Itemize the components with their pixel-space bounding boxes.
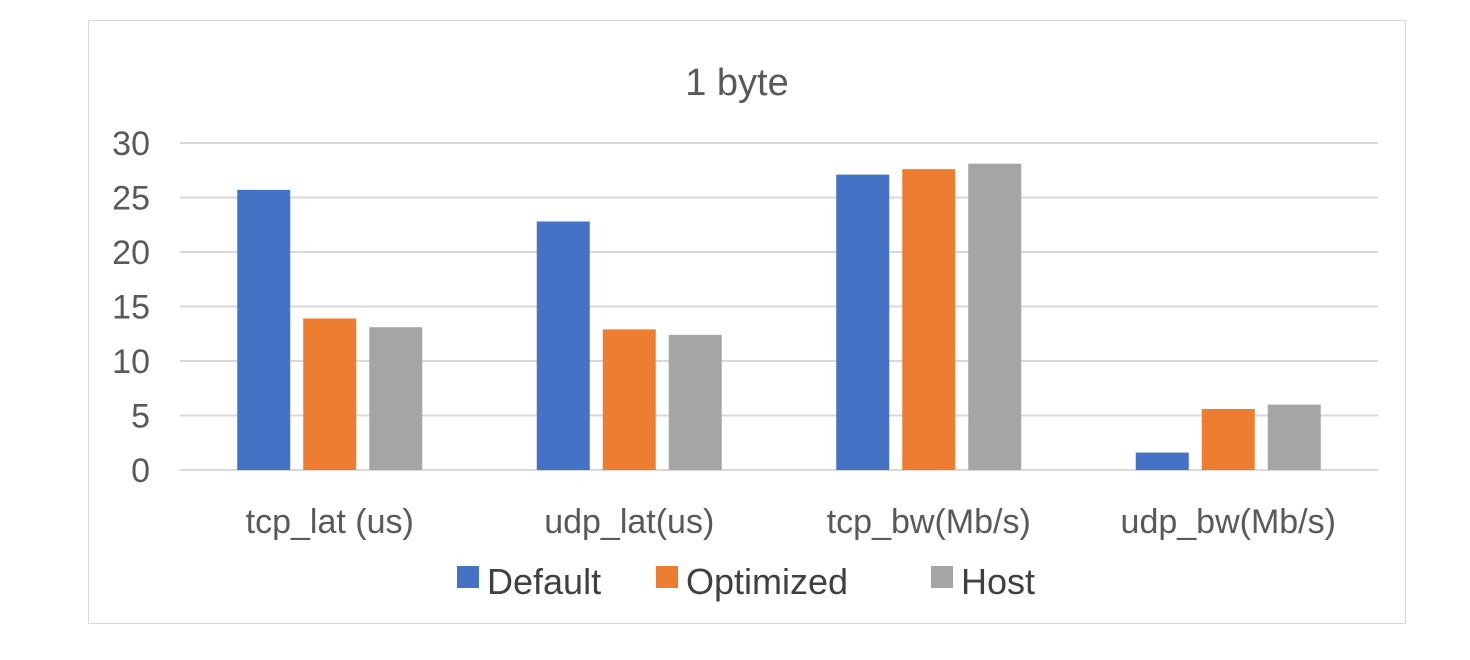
legend-swatch-default xyxy=(457,566,479,588)
y-axis: 0 5 10 15 20 25 30 xyxy=(112,125,150,490)
y-tick-label: 30 xyxy=(112,125,150,163)
y-tick-label: 10 xyxy=(112,343,150,381)
x-axis: tcp_lat (us) udp_lat(us) tcp_bw(Mb/s) udp_b… xyxy=(246,503,1336,541)
legend-label-host: Host xyxy=(961,561,1035,602)
x-category-label: tcp_lat (us) xyxy=(246,503,414,541)
legend: Default Optimized Host xyxy=(457,561,1035,602)
bar-optimized-3 xyxy=(1201,408,1255,470)
legend-swatch-host xyxy=(931,566,953,588)
y-tick-label: 20 xyxy=(112,234,150,272)
legend-swatch-optimized xyxy=(656,566,678,588)
bar-default-1 xyxy=(536,221,590,470)
bar-default-0 xyxy=(237,189,291,470)
bar-host-2 xyxy=(968,163,1022,470)
bar-optimized-2 xyxy=(902,169,956,470)
y-tick-label: 15 xyxy=(112,289,150,327)
legend-label-default: Default xyxy=(487,561,601,602)
chart-title: 1 byte xyxy=(685,62,789,104)
bars-layer xyxy=(237,163,1321,471)
bar-default-3 xyxy=(1135,452,1189,470)
x-category-label: udp_bw(Mb/s) xyxy=(1121,503,1336,541)
bar-default-2 xyxy=(836,174,890,471)
x-category-label: udp_lat(us) xyxy=(544,503,714,541)
grid-layer xyxy=(180,142,1378,471)
legend-label-optimized: Optimized xyxy=(686,561,848,602)
bar-host-3 xyxy=(1267,404,1321,470)
bar-optimized-1 xyxy=(602,329,656,470)
y-tick-label: 25 xyxy=(112,180,150,218)
y-tick-label: 0 xyxy=(131,452,150,490)
x-category-label: tcp_bw(Mb/s) xyxy=(827,503,1031,541)
bar-host-0 xyxy=(369,327,423,470)
bar-optimized-0 xyxy=(303,318,357,470)
bar-host-1 xyxy=(668,334,722,470)
y-tick-label: 5 xyxy=(131,398,150,436)
